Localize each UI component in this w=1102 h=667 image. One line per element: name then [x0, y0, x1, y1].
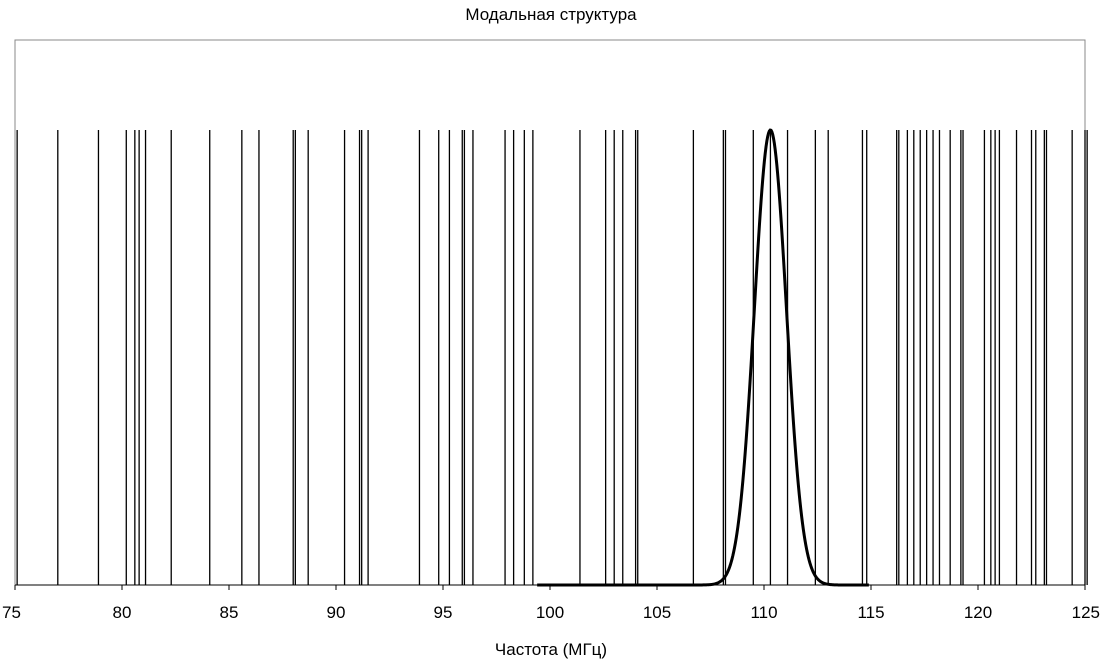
- x-axis-ticks: 75 80 85 90 95 100 105 110 115 120 125: [2, 585, 1100, 622]
- chart-title: Модальная структура: [465, 5, 637, 24]
- x-tick-label: 80: [113, 603, 132, 622]
- x-tick-label: 95: [434, 603, 453, 622]
- x-axis-label: Частота (МГц): [494, 640, 608, 659]
- gaussian-curve: [537, 128, 869, 587]
- x-tick-label: 75: [2, 603, 21, 622]
- mode-lines-group: [16, 130, 1088, 585]
- x-tick-label: 110: [750, 603, 777, 622]
- x-tick-label: 120: [964, 603, 992, 622]
- x-tick-label: 105: [643, 603, 671, 622]
- x-tick-label: 125: [1072, 603, 1100, 622]
- x-tick-label: 85: [220, 603, 239, 622]
- plot-frame: [14, 39, 1086, 586]
- x-tick-label: 90: [327, 603, 346, 622]
- x-tick-label: 100: [536, 603, 564, 622]
- x-tick-label: 115: [857, 603, 884, 622]
